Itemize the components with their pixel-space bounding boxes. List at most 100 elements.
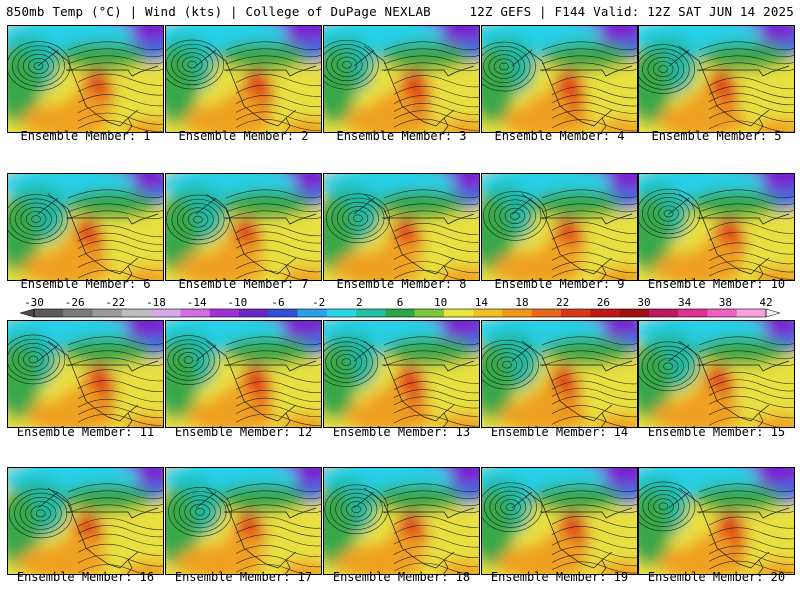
ensemble-map-16 — [7, 467, 164, 575]
colorbar-swatch — [385, 309, 416, 317]
ensemble-member-label: Ensemble Member: 7 — [178, 277, 309, 291]
ensemble-map-19 — [481, 467, 638, 575]
colorbar-swatch — [648, 309, 679, 317]
colorbar-tick-label: 42 — [759, 296, 772, 309]
colorbar-swatch — [414, 309, 445, 317]
colorbar-swatch — [561, 309, 591, 317]
colorbar-tick-label: 14 — [475, 296, 489, 309]
colorbar-swatch — [238, 309, 269, 317]
colorbar-tick-label: 22 — [556, 296, 569, 309]
colorbar-tick-label: -2 — [312, 296, 325, 309]
temperature-colorbar: -30 -26 -22 -18 -14 -10 -6 -2 2 6 10 14 18 22 26 30 34 38… — [0, 296, 800, 320]
ensemble-member-label: Ensemble Member: 12 — [174, 425, 313, 439]
ensemble-map-17 — [165, 467, 322, 575]
ensemble-map-image — [166, 468, 321, 574]
colorbar-tick-label: -6 — [271, 296, 284, 309]
colorbar-tick-label: 10 — [434, 296, 447, 309]
colorbar-tick-label: -30 — [24, 296, 44, 309]
colorbar-swatch — [63, 309, 94, 317]
ensemble-map-7 — [165, 173, 322, 281]
ensemble-map-image — [8, 174, 163, 280]
colorbar-swatch — [502, 309, 533, 317]
colorbar-swatch — [736, 309, 767, 317]
ensemble-map-9 — [481, 173, 638, 281]
colorbar-right-arrow — [765, 308, 781, 318]
colorbar-swatch — [619, 309, 650, 317]
ensemble-member-label: Ensemble Member: 20 — [647, 570, 786, 584]
colorbar-swatch — [151, 309, 181, 317]
ensemble-map-image — [8, 26, 163, 132]
colorbar-tick-label: 26 — [597, 296, 610, 309]
ensemble-map-image — [482, 321, 637, 427]
ensemble-member-label: Ensemble Member: 15 — [647, 425, 786, 439]
colorbar-swatch — [707, 309, 738, 317]
colorbar-tick-label: -22 — [105, 296, 125, 309]
ensemble-map-image — [166, 26, 321, 132]
ensemble-member-label: Ensemble Member: 13 — [332, 425, 471, 439]
ensemble-member-label: Ensemble Member: 11 — [16, 425, 155, 439]
colorbar-swatch — [268, 309, 299, 317]
colorbar-swatch — [121, 309, 152, 317]
colorbar-swatch — [473, 309, 503, 317]
ensemble-map-5 — [638, 25, 795, 133]
colorbar-tick-label: 34 — [678, 296, 692, 309]
ensemble-member-label: Ensemble Member: 4 — [494, 129, 625, 143]
colorbar-swatch — [180, 309, 211, 317]
header-title-left: 850mb Temp (°C) | Wind (kts) | College o… — [6, 4, 431, 19]
header-title-right: 12Z GEFS | F144 Valid: 12Z SAT JUN 14 20… — [469, 4, 794, 19]
colorbar-swatch — [34, 309, 64, 317]
ensemble-member-label: Ensemble Member: 3 — [336, 129, 467, 143]
ensemble-map-image — [639, 174, 794, 280]
ensemble-map-image — [482, 26, 637, 132]
ensemble-map-15 — [638, 320, 795, 428]
ensemble-map-image — [324, 174, 479, 280]
ensemble-member-label: Ensemble Member: 14 — [490, 425, 629, 439]
ensemble-map-13 — [323, 320, 480, 428]
colorbar-swatch — [356, 309, 386, 317]
ensemble-member-label: Ensemble Member: 10 — [647, 277, 786, 291]
ensemble-map-4 — [481, 25, 638, 133]
colorbar-tick-label: -14 — [187, 296, 207, 309]
ensemble-map-image — [166, 321, 321, 427]
ensemble-map-18 — [323, 467, 480, 575]
colorbar-swatch — [590, 309, 621, 317]
ensemble-member-label: Ensemble Member: 1 — [20, 129, 151, 143]
ensemble-member-label: Ensemble Member: 6 — [20, 277, 151, 291]
colorbar-tick-label: -10 — [227, 296, 247, 309]
colorbar-graphic: -30 -26 -22 -18 -14 -10 -6 -2 2 6 10 14 18 22 26 30 34 38… — [19, 296, 781, 318]
ensemble-member-label: Ensemble Member: 16 — [16, 570, 155, 584]
ensemble-member-label: Ensemble Member: 18 — [332, 570, 471, 584]
ensemble-map-image — [166, 174, 321, 280]
ensemble-member-label: Ensemble Member: 2 — [178, 129, 309, 143]
ensemble-map-2 — [165, 25, 322, 133]
ensemble-member-label: Ensemble Member: 9 — [494, 277, 625, 291]
ensemble-map-1 — [7, 25, 164, 133]
ensemble-map-image — [324, 26, 479, 132]
ensemble-map-20 — [638, 467, 795, 575]
colorbar-tick-label: 6 — [397, 296, 404, 309]
ensemble-map-image — [482, 468, 637, 574]
ensemble-map-12 — [165, 320, 322, 428]
ensemble-map-image — [8, 321, 163, 427]
ensemble-map-image — [8, 468, 163, 574]
ensemble-map-image — [639, 468, 794, 574]
colorbar-tick-label: 30 — [637, 296, 650, 309]
ensemble-map-image — [482, 174, 637, 280]
colorbar-swatch — [297, 309, 328, 317]
colorbar-swatch — [92, 309, 123, 317]
ensemble-member-label: Ensemble Member: 17 — [174, 570, 313, 584]
colorbar-tick-label: 2 — [356, 296, 363, 309]
colorbar-swatch — [443, 309, 474, 317]
colorbar-tick-label: -18 — [146, 296, 166, 309]
ensemble-map-3 — [323, 25, 480, 133]
ensemble-map-image — [639, 321, 794, 427]
ensemble-member-label: Ensemble Member: 19 — [490, 570, 629, 584]
colorbar-left-arrow — [19, 308, 35, 318]
colorbar-swatch — [326, 309, 357, 317]
ensemble-map-11 — [7, 320, 164, 428]
colorbar-swatch — [531, 309, 562, 317]
colorbar-outline — [33, 308, 767, 318]
ensemble-member-label: Ensemble Member: 8 — [336, 277, 467, 291]
ensemble-map-image — [324, 468, 479, 574]
